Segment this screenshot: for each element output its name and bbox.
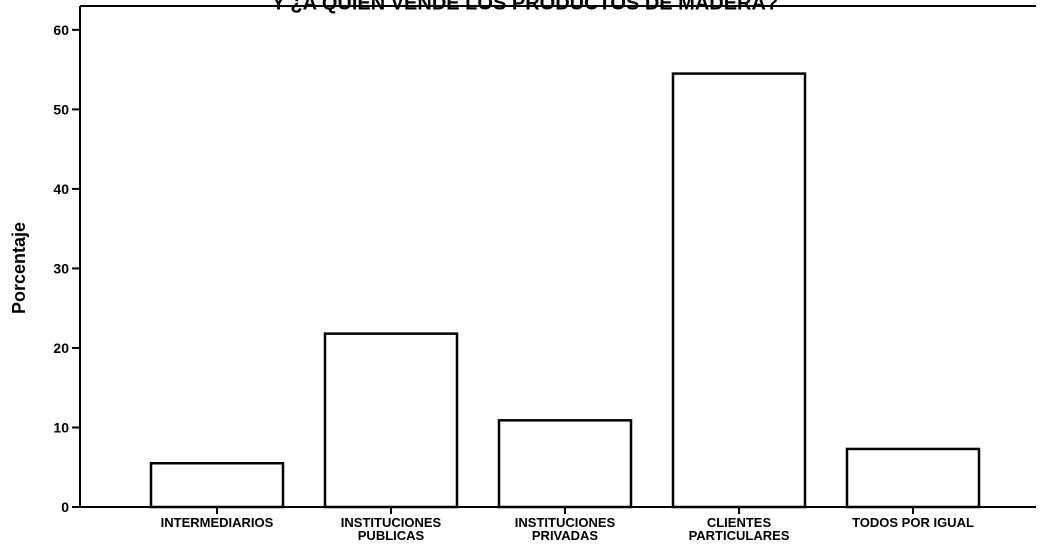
y-axis-label: Porcentaje [9, 222, 29, 314]
bar [671, 72, 807, 509]
x-tick-label: INSTITUCIONES PUBLICAS [341, 515, 442, 543]
bar [323, 332, 459, 509]
y-tick-label: 20 [53, 340, 69, 356]
y-tick-label: 40 [53, 181, 69, 197]
y-tick-label: 60 [53, 22, 69, 38]
y-axis-ticks: 0 10 20 30 40 50 60 [53, 22, 80, 515]
bar [845, 447, 981, 509]
x-tick-label: TODOS POR IGUAL [852, 515, 974, 530]
x-tick-label: INTERMEDIARIOS [161, 515, 274, 530]
x-axis-category-labels: INTERMEDIARIOS INSTITUCIONES PUBLICAS INSTI… [161, 507, 974, 543]
y-tick-label: 30 [53, 260, 69, 276]
y-tick-label: 10 [53, 419, 69, 435]
x-tick-label: INSTITUCIONES PRIVADAS [515, 515, 616, 543]
bar [497, 419, 633, 509]
bars [149, 72, 981, 509]
bar [149, 462, 285, 509]
y-tick-label: 50 [53, 101, 69, 117]
x-tick-label: CLIENTES PARTICULARES [689, 515, 790, 543]
chart-title-group: Y ¿A QUIEN VENDE LOS PRODUCTOS DE MADERA… [272, 0, 778, 14]
y-tick-label: 0 [61, 499, 69, 515]
chart-title: Y ¿A QUIEN VENDE LOS PRODUCTOS DE MADERA… [272, 0, 778, 14]
